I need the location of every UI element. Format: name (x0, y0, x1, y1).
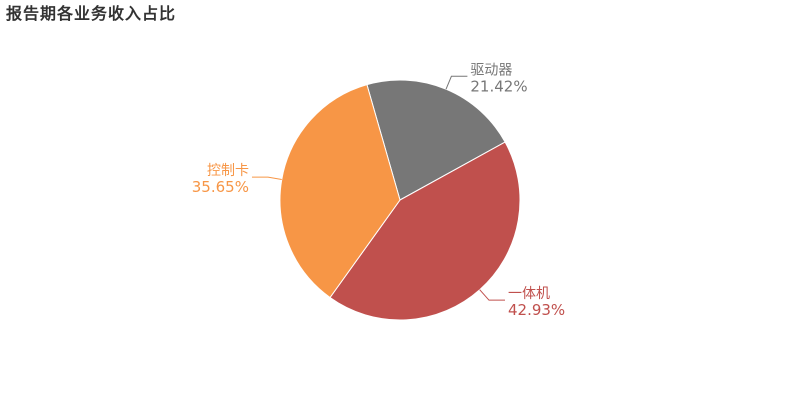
leader-line-1 (479, 289, 505, 301)
leader-line-2 (251, 176, 282, 181)
slice-label-0: 驱动器 (470, 62, 512, 78)
pie-slices (279, 79, 521, 321)
chart-title: 报告期各业务收入占比 (6, 4, 177, 23)
slice-percent-0: 21.42% (470, 77, 527, 95)
slice-label-2: 控制卡 (207, 163, 249, 179)
slice-percent-1: 42.93% (508, 301, 565, 319)
leader-line-0 (445, 75, 468, 90)
slice-percent-2: 35.65% (192, 178, 249, 196)
slice-label-1: 一体机 (508, 286, 550, 302)
